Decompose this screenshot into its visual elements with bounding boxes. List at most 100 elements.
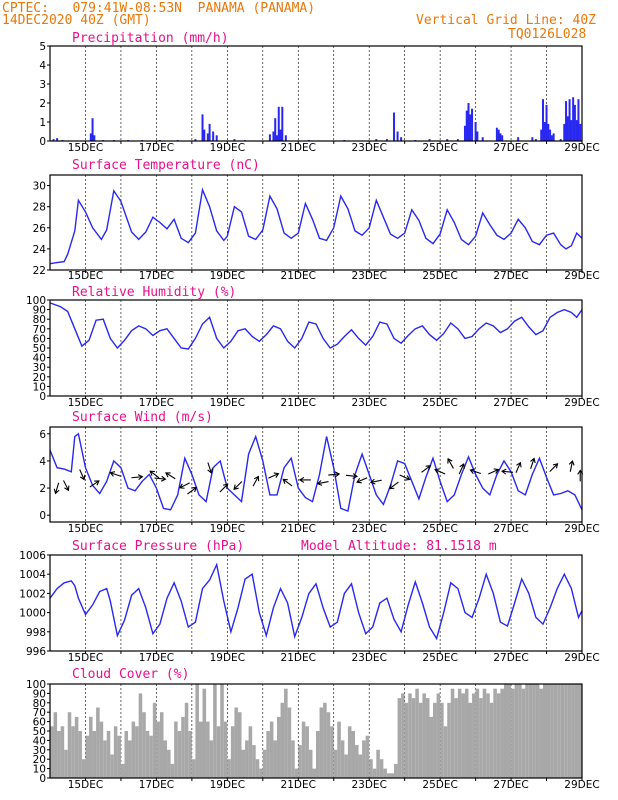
cloud-bar bbox=[71, 726, 75, 778]
cloud-bar bbox=[433, 702, 437, 778]
y-tick-label: 10 bbox=[33, 381, 46, 393]
wind-arrow-head bbox=[459, 463, 465, 469]
wind-arrow bbox=[328, 471, 341, 478]
x-tick-label: 15DEC bbox=[68, 270, 103, 282]
cloud-bar bbox=[316, 731, 320, 778]
cloud-bar bbox=[571, 684, 575, 778]
wind-arrow-head bbox=[388, 484, 395, 490]
cloud-bar bbox=[401, 693, 405, 778]
wind-arrow-shaft bbox=[110, 472, 122, 477]
wind-arrow-shaft bbox=[207, 462, 212, 474]
wind-arrow-head bbox=[316, 480, 323, 486]
cloud-bar bbox=[248, 726, 253, 778]
cloud-bar bbox=[383, 768, 387, 778]
cloud-bar bbox=[124, 731, 129, 778]
precip-bar bbox=[540, 129, 543, 141]
y-tick-label: 30 bbox=[33, 745, 46, 757]
cloud-bar bbox=[305, 726, 309, 778]
x-tick-label: 21DEC bbox=[281, 652, 316, 664]
cloud-bar bbox=[276, 716, 281, 778]
model-altitude-label: Model Altitude: 81.1518 m bbox=[301, 539, 497, 554]
precip-bar bbox=[572, 97, 575, 141]
precip-bar bbox=[579, 123, 582, 141]
precip-bar bbox=[547, 123, 550, 141]
header-location: CPTEC: 079:41W-08:53N PANAMA (PANAMA) bbox=[2, 1, 316, 16]
wind-arrow-head bbox=[404, 475, 411, 481]
precip-bar bbox=[501, 135, 504, 141]
x-tick-label: 29DEC bbox=[564, 779, 599, 791]
x-tick-label: 29DEC bbox=[564, 523, 599, 535]
cloud-bar bbox=[96, 707, 100, 778]
precip-bar bbox=[93, 135, 96, 141]
precip-bar bbox=[534, 139, 537, 141]
cloud-bar bbox=[404, 702, 409, 778]
wind-arrow bbox=[53, 482, 60, 495]
precip-bar bbox=[281, 106, 284, 141]
precip-bar bbox=[279, 129, 282, 141]
cloud-bar bbox=[429, 716, 434, 778]
x-tick-label: 23DEC bbox=[351, 270, 386, 282]
x-tick-label: 25DEC bbox=[422, 779, 457, 791]
cloud-bar bbox=[135, 726, 139, 778]
wind-arrow-shaft bbox=[149, 470, 160, 479]
wind-arrow-head bbox=[425, 465, 432, 471]
precip-bar bbox=[495, 127, 498, 141]
cloud-bar bbox=[347, 726, 352, 778]
cloud-bar bbox=[440, 702, 444, 778]
x-tick-label: 15DEC bbox=[68, 779, 103, 791]
wind-arrow-head bbox=[137, 474, 144, 480]
y-tick-label: 20 bbox=[33, 754, 46, 766]
wind-arrow bbox=[549, 463, 559, 472]
y-tick-label: 4 bbox=[39, 60, 46, 72]
wind-arrow-shaft bbox=[447, 458, 454, 469]
wind-arrow bbox=[131, 474, 144, 480]
precip-bar bbox=[577, 99, 580, 141]
cloud-bar bbox=[255, 759, 260, 778]
cloud-bar bbox=[528, 684, 533, 778]
x-tick-label: 17DEC bbox=[139, 779, 174, 791]
wind-arrow bbox=[501, 468, 514, 475]
wind-arrow-shaft bbox=[252, 476, 259, 487]
cloud-bar bbox=[138, 693, 143, 778]
wind-arrow-head bbox=[94, 480, 100, 486]
cloud-bar bbox=[163, 740, 168, 778]
cloud-bar bbox=[245, 740, 249, 778]
wind-arrow-head bbox=[233, 484, 239, 490]
wind-arrow-head bbox=[64, 485, 70, 492]
cloud-bar bbox=[113, 726, 118, 778]
y-tick-label: 1 bbox=[39, 117, 46, 129]
x-tick-label: 15DEC bbox=[68, 523, 103, 535]
x-tick-label: 21DEC bbox=[281, 270, 316, 282]
wind-arrow-shaft bbox=[389, 481, 399, 490]
x-tick-label: 23DEC bbox=[351, 142, 386, 154]
x-tick-label: 27DEC bbox=[493, 270, 528, 282]
y-tick-label: 1000 bbox=[19, 608, 46, 620]
cloud-bar bbox=[560, 684, 565, 778]
wind-arrow-shaft bbox=[89, 480, 100, 488]
cloud-bar bbox=[149, 735, 153, 778]
y-tick-label: 2 bbox=[39, 483, 46, 495]
header-grid-line: Vertical Grid Line: 40Z bbox=[416, 13, 597, 28]
y-tick-label: 100 bbox=[26, 679, 46, 691]
y-tick-label: 0 bbox=[39, 136, 46, 148]
y-tick-label: 90 bbox=[33, 688, 46, 700]
wind-arrow-head bbox=[568, 459, 575, 466]
precip-bar bbox=[531, 137, 534, 141]
cloud-bar bbox=[411, 698, 416, 778]
series-line bbox=[49, 187, 583, 265]
wind-arrow-head bbox=[79, 474, 86, 481]
precip-bar bbox=[565, 101, 568, 141]
precip-bar bbox=[446, 139, 449, 141]
cloud-bar bbox=[394, 763, 398, 778]
wind-arrow bbox=[356, 477, 368, 484]
cloud-bar bbox=[152, 702, 157, 778]
wind-arrow-head bbox=[222, 483, 229, 489]
cloud-bar bbox=[291, 740, 295, 778]
cloud-bar bbox=[106, 731, 111, 778]
cloud-bar bbox=[142, 712, 146, 778]
x-tick-label: 23DEC bbox=[351, 397, 386, 409]
x-tick-label: 19DEC bbox=[210, 652, 245, 664]
wind-arrow bbox=[252, 475, 260, 487]
cloud-bar bbox=[294, 768, 299, 778]
panel-1: 0 1 2 3 4 5 15DEC 17DEC 19DEC 21DEC 23DEC 25DEC 27DE… bbox=[39, 31, 599, 154]
